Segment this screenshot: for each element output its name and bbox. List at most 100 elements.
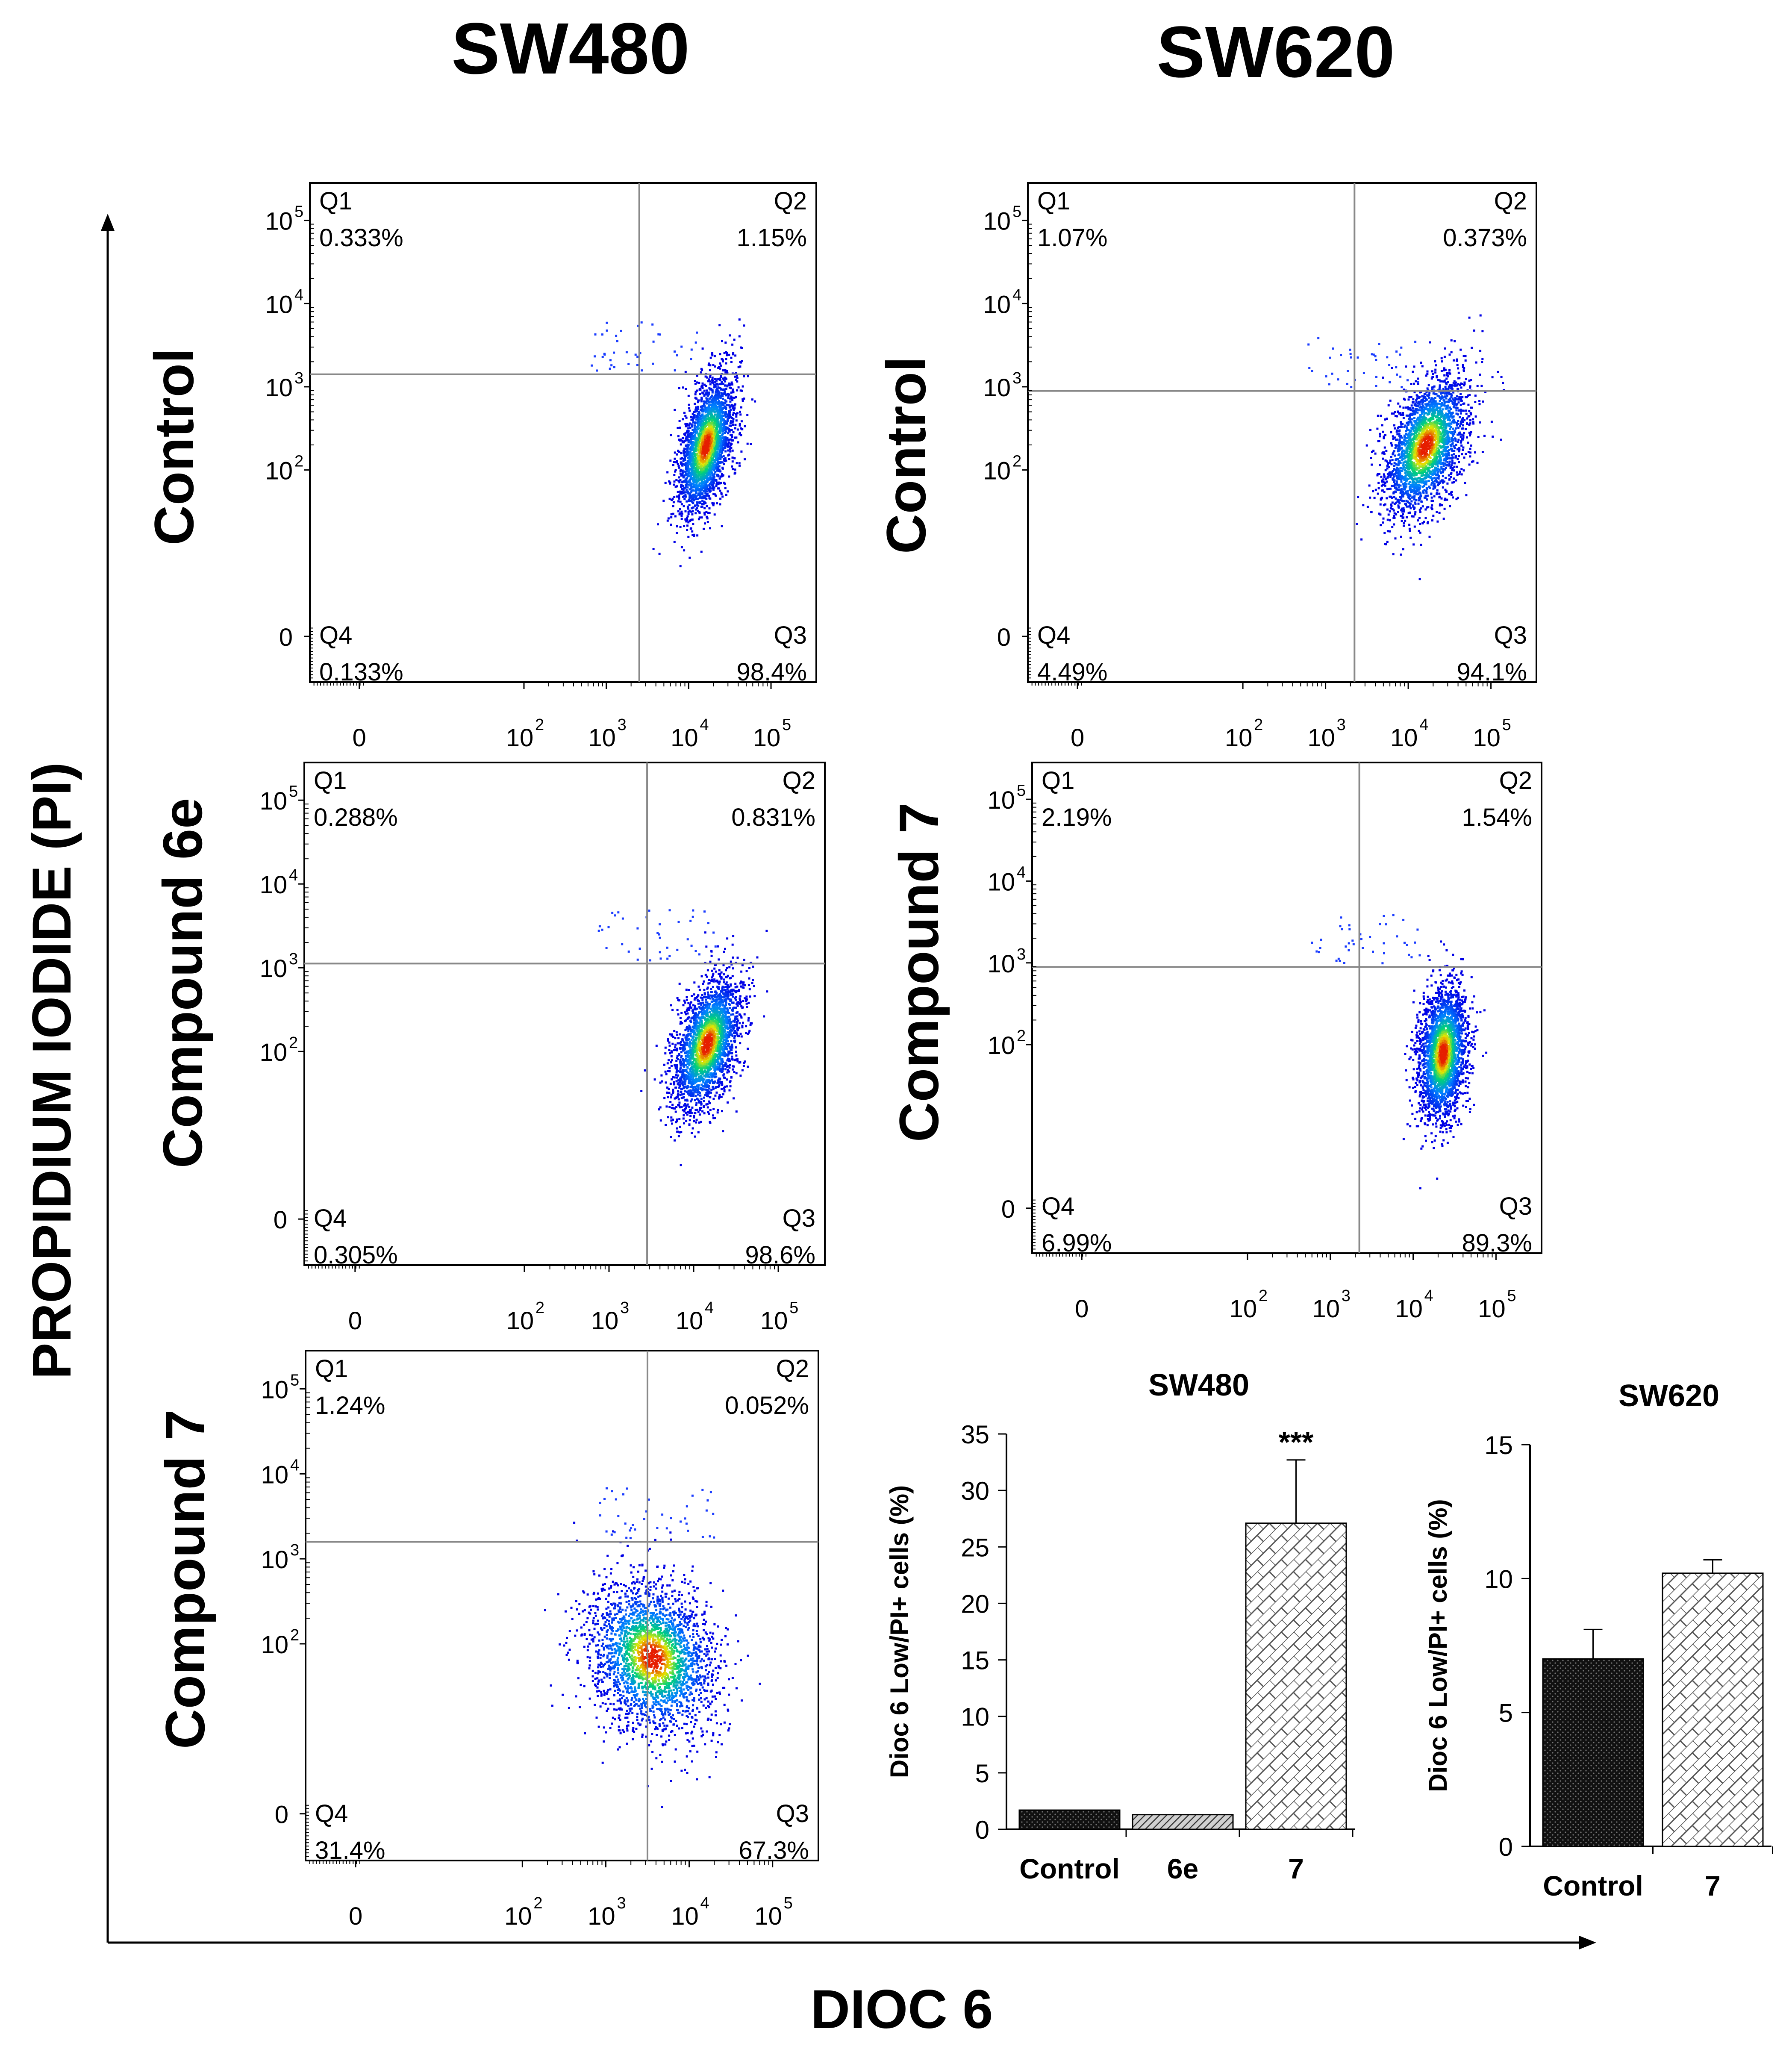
event-dot bbox=[706, 414, 709, 417]
event-dot bbox=[694, 403, 696, 405]
event-dot bbox=[1439, 420, 1442, 422]
event-dot bbox=[695, 460, 698, 463]
event-dot bbox=[1453, 477, 1455, 480]
event-dot bbox=[594, 355, 596, 358]
event-dot bbox=[1436, 409, 1438, 411]
event-dot bbox=[677, 427, 679, 429]
x-tick-label: 10 bbox=[588, 724, 616, 752]
event-dot bbox=[669, 481, 671, 484]
event-dot bbox=[1471, 460, 1473, 463]
event-dot bbox=[710, 416, 712, 419]
event-dot bbox=[672, 501, 675, 503]
event-dot bbox=[687, 467, 689, 469]
event-dot bbox=[664, 482, 667, 484]
event-dot bbox=[1483, 435, 1486, 437]
event-dot bbox=[686, 430, 689, 432]
event-dot bbox=[688, 499, 690, 501]
event-dot bbox=[1388, 472, 1390, 475]
event-dot bbox=[1398, 486, 1400, 489]
event-dot bbox=[1396, 433, 1399, 436]
event-dot bbox=[1417, 383, 1419, 385]
event-dot bbox=[715, 383, 718, 386]
event-dot bbox=[1417, 502, 1420, 505]
event-dot bbox=[691, 435, 694, 437]
event-dot bbox=[1411, 489, 1413, 491]
event-dot bbox=[1445, 427, 1448, 429]
event-dot bbox=[693, 535, 695, 537]
event-dot bbox=[1430, 470, 1433, 473]
x-tick-exponent: 4 bbox=[700, 716, 709, 734]
event-dot bbox=[694, 424, 696, 427]
event-dot bbox=[730, 429, 733, 431]
event-dot bbox=[1462, 446, 1465, 449]
event-dot bbox=[678, 476, 680, 479]
event-dot bbox=[1469, 455, 1471, 458]
event-dot bbox=[716, 482, 718, 484]
event-dot bbox=[740, 450, 743, 453]
event-dot bbox=[682, 489, 685, 492]
event-dot bbox=[704, 522, 706, 525]
event-dot bbox=[701, 405, 704, 407]
event-dot bbox=[1467, 403, 1470, 406]
event-dot bbox=[1436, 520, 1439, 523]
event-dot bbox=[613, 366, 615, 368]
event-dot bbox=[710, 447, 712, 449]
event-dot bbox=[721, 392, 723, 395]
event-dot bbox=[703, 500, 706, 503]
event-dot bbox=[1357, 496, 1359, 498]
event-dot bbox=[724, 436, 727, 439]
event-dot bbox=[1447, 435, 1450, 438]
event-dot bbox=[725, 443, 728, 446]
event-dot bbox=[1416, 493, 1419, 495]
event-dot bbox=[721, 474, 724, 477]
global-y-arrowhead bbox=[101, 214, 115, 231]
event-dot bbox=[712, 467, 715, 469]
event-dot bbox=[737, 366, 740, 368]
event-dot bbox=[695, 397, 698, 400]
event-dot bbox=[727, 445, 729, 448]
event-dot bbox=[1402, 513, 1404, 515]
event-dot bbox=[700, 440, 703, 442]
event-dot bbox=[668, 498, 671, 500]
event-dot bbox=[713, 464, 715, 466]
event-dot bbox=[1401, 520, 1403, 522]
event-dot bbox=[1409, 511, 1411, 514]
event-dot bbox=[1404, 466, 1406, 469]
event-dot bbox=[708, 497, 711, 500]
event-dot bbox=[1384, 469, 1387, 471]
event-dot bbox=[694, 434, 696, 436]
event-dot bbox=[1432, 515, 1435, 517]
event-dot bbox=[1384, 543, 1386, 545]
event-dot bbox=[694, 467, 697, 469]
event-dot bbox=[1426, 441, 1428, 444]
event-dot bbox=[697, 461, 700, 464]
event-dot bbox=[720, 417, 722, 419]
event-dot bbox=[692, 481, 695, 483]
event-dot bbox=[694, 383, 697, 385]
event-dot bbox=[1391, 501, 1394, 504]
x-tick-exponent: 5 bbox=[782, 716, 791, 734]
event-dot bbox=[689, 450, 691, 453]
event-dot bbox=[740, 427, 742, 430]
event-dot bbox=[690, 442, 693, 445]
event-dot bbox=[687, 511, 690, 513]
column-title-sw620: SW620 bbox=[1156, 12, 1395, 93]
event-dot bbox=[727, 490, 729, 493]
event-dot bbox=[687, 430, 690, 432]
event-dot bbox=[739, 365, 742, 368]
event-dot bbox=[691, 507, 693, 509]
event-dot bbox=[698, 423, 701, 426]
event-dot bbox=[1469, 447, 1471, 450]
event-dot bbox=[1450, 494, 1453, 496]
event-dot bbox=[706, 440, 708, 443]
event-dot bbox=[658, 553, 661, 555]
event-dot bbox=[1389, 519, 1391, 521]
event-dot bbox=[1441, 360, 1443, 363]
event-dot bbox=[1476, 385, 1479, 387]
event-dot bbox=[733, 412, 735, 414]
event-dot bbox=[706, 505, 708, 507]
event-dot bbox=[685, 489, 688, 491]
column-title-sw480: SW480 bbox=[451, 8, 689, 89]
event-dot bbox=[713, 424, 715, 427]
event-dot bbox=[1474, 451, 1476, 453]
